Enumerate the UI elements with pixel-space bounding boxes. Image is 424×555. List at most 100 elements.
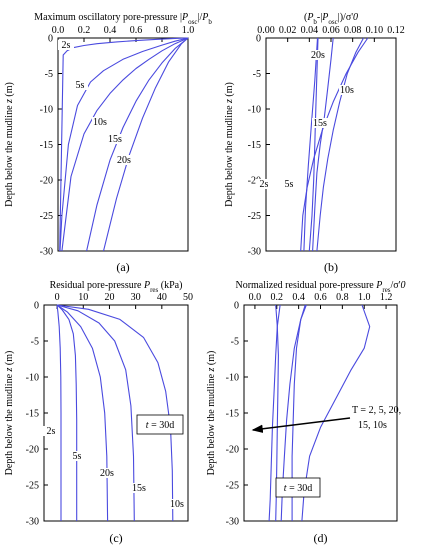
chart-title-part: P (201, 12, 208, 23)
y-axis-label-part: (m) (4, 82, 15, 99)
panel-d: 0.0 0.2 0.4 0.6 0.8 1.0 1.2 0 -5 -10 -15 -20 -25 -30 N… (206, 280, 406, 545)
y-tick-label: -15 (40, 140, 53, 151)
x-tick-label: 50 (183, 292, 193, 303)
chart-title-part: res (150, 286, 158, 294)
series-label: 5s (73, 451, 82, 462)
y-axis-label-part: z (4, 99, 15, 104)
series-label-bg (72, 80, 88, 90)
y-tick-label: -30 (26, 517, 39, 528)
chart-title-part: Normalized residual pore-pressure (235, 280, 376, 291)
series-line-20s (102, 37, 189, 252)
y-tick-label: -20 (248, 176, 261, 187)
x-tick-label: 0.6 (314, 292, 327, 303)
series-label: 2s (47, 426, 56, 437)
chart-title: Normalized residual pore-pressure Pres/σ… (235, 280, 405, 294)
chart-title-part: /σ' (391, 280, 401, 291)
panel-b: 0.00 0.02 0.04 0.06 0.08 0.10 0.12 0 -5 -10 -15 -20… (224, 12, 405, 274)
chart-title-part: P (321, 12, 328, 23)
chart-title-part: |)/σ' (338, 12, 354, 23)
series-line-15s (316, 37, 364, 252)
y-axis-label-part: Depth below the mudline (206, 371, 217, 475)
chart-title-part: b (313, 18, 317, 26)
series-label: 2s (62, 40, 71, 51)
panel-label: (a) (116, 260, 129, 274)
x-tick-label: 0.06 (322, 25, 340, 36)
chart-title-part: 0 (353, 12, 358, 23)
y-axis-label-part: (m) (4, 351, 15, 368)
series-label: 15s (132, 483, 146, 494)
panel-label: (c) (109, 531, 122, 545)
y-tick-label: -30 (226, 517, 239, 528)
chart-title: Maximum oscillatory pore-pressure |Posc|… (34, 12, 212, 26)
panel-a: 0.0 0.2 0.4 0.6 0.8 1.0 0 -5 -10 -15 -20 -25 -30 Maxi… (4, 12, 212, 274)
series-label-bg (131, 483, 147, 493)
y-tick-label: -20 (226, 445, 239, 456)
x-tick-label: 0.10 (366, 25, 384, 36)
series-line-20s (56, 304, 109, 522)
series-label: 15s (108, 134, 122, 145)
x-tick-label: 0.12 (387, 25, 405, 36)
y-axis-label-part: (m) (224, 82, 235, 99)
chart-title: Residual pore-pressure Pres (kPa) (50, 280, 183, 294)
y-tick-label: 0 (256, 34, 261, 45)
series-label-bg (107, 134, 123, 144)
series-label-bg (69, 451, 85, 461)
x-tick-label: 0.8 (336, 292, 349, 303)
series-line-2s (308, 37, 319, 252)
y-axis-label: Depth below the mudline z (m) (206, 351, 217, 476)
series-label-bg (116, 155, 132, 165)
plot-frame (57, 37, 189, 252)
series-label-bg (92, 117, 108, 127)
y-axis-label: Depth below the mudline z (m) (224, 82, 235, 207)
annotation-box-text: t = 30d (146, 420, 174, 431)
y-axis-label-part: Depth below the mudline (4, 103, 15, 207)
panel-c: 0 10 20 30 40 50 0 -5 -10 -15 -20 -25 -30 Residual po… (4, 280, 193, 545)
series-label-bg (99, 468, 115, 478)
y-tick-label: -20 (40, 176, 53, 187)
y-tick-label: -30 (40, 247, 53, 258)
series-label: 10s (340, 85, 354, 96)
y-tick-label: -10 (26, 373, 39, 384)
y-tick-label: -20 (26, 445, 39, 456)
series-label: 2s (260, 179, 269, 190)
y-tick-label: 0 (234, 301, 239, 312)
x-tick-label: 0.08 (344, 25, 362, 36)
x-tick-label: 0.04 (301, 25, 319, 36)
y-tick-label: -15 (248, 140, 261, 151)
x-tick-label: 1.0 (182, 25, 195, 36)
series-label: 20s (311, 50, 325, 61)
y-axis-label-part: z (206, 367, 217, 372)
y-tick-label: -10 (226, 373, 239, 384)
y-tick-label: -30 (248, 247, 261, 258)
series-label-bg (281, 179, 297, 189)
annotation-box-text-part: t (284, 483, 287, 494)
series-line-15s (56, 304, 135, 522)
x-tick-label: 1.2 (380, 292, 393, 303)
y-axis-label-part: Depth below the mudline (4, 371, 15, 475)
chart-title-part: osc (328, 18, 337, 26)
chart-title-part: P (181, 12, 188, 23)
x-tick-label: 30 (131, 292, 141, 303)
x-tick-label: 0.6 (130, 25, 143, 36)
chart-title-part: -| (317, 12, 322, 23)
y-tick-label: -15 (26, 409, 39, 420)
chart-title-part: P (143, 280, 150, 291)
series-label-bg (43, 426, 59, 436)
y-axis-label-part: z (224, 99, 235, 104)
panel-label: (b) (324, 260, 338, 274)
series-label: 5s (76, 80, 85, 91)
y-tick-label: -15 (226, 409, 239, 420)
series-label: 15s (313, 118, 327, 129)
series-label: 10s (170, 499, 184, 510)
annotation-box-text: t = 30d (284, 483, 312, 494)
series-line-2s (59, 37, 189, 252)
x-tick-label: 0 (55, 292, 60, 303)
series-label-bg (58, 40, 74, 50)
series-label-bg (312, 118, 328, 128)
annotation-box (275, 477, 321, 498)
series-label: 10s (93, 117, 107, 128)
x-tick-label: 0.0 (52, 25, 65, 36)
annotation-text: T = 2, 5, 20, (352, 405, 401, 416)
series-label-bg (339, 85, 355, 95)
y-axis-label: Depth below the mudline z (m) (4, 82, 15, 207)
